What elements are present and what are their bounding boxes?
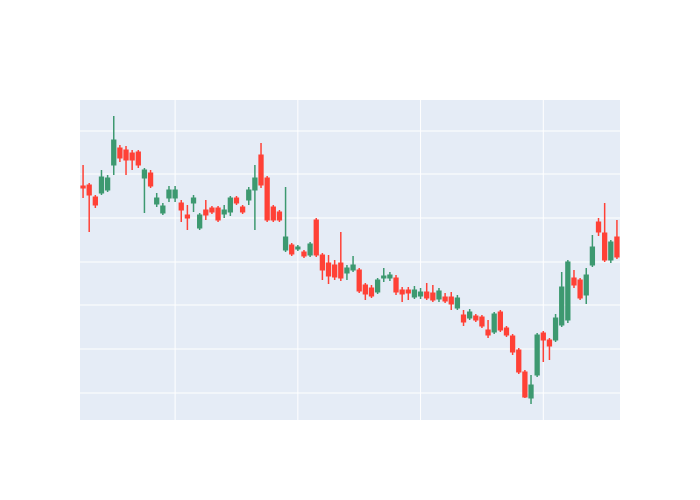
candle-body (172, 189, 178, 199)
candle-body (356, 269, 362, 292)
candle-body (270, 206, 276, 221)
candle-body (325, 262, 332, 277)
candle-body (276, 211, 283, 221)
candle-body (166, 189, 172, 199)
candle-body (264, 177, 270, 221)
candle-body (221, 209, 227, 215)
candle-body (417, 291, 424, 297)
candle-body (405, 289, 411, 294)
candle-body (608, 241, 614, 261)
candle-body (86, 184, 92, 196)
candle-body (301, 251, 307, 257)
candle-body (491, 313, 497, 333)
candle-body (111, 139, 117, 166)
candle-body (184, 214, 191, 219)
candle-body (147, 172, 154, 187)
candle-body (258, 154, 264, 186)
candle-body (289, 244, 295, 255)
candle-body (141, 169, 148, 179)
candle-body (393, 277, 399, 293)
candle-body (448, 296, 454, 305)
candle-body (227, 197, 233, 213)
candle-body (522, 371, 528, 398)
candle-body (595, 221, 602, 233)
candle-body (104, 177, 111, 191)
candle-body (374, 279, 381, 293)
candle-body (190, 197, 197, 204)
candle-body (577, 279, 583, 299)
candle-body (583, 274, 589, 296)
candle-body (295, 246, 301, 250)
candle-body (485, 329, 491, 336)
candle-body (454, 297, 461, 309)
candle-body (571, 277, 577, 286)
candle-body (178, 202, 184, 211)
candle-body (239, 206, 246, 213)
candle-body (135, 151, 141, 166)
candle-body (209, 207, 215, 213)
candle-body (442, 296, 448, 302)
candle-body (614, 236, 620, 258)
candle-body (559, 286, 565, 326)
candle-body (497, 311, 503, 331)
candle-body (540, 332, 546, 341)
candle-body (344, 267, 350, 274)
candle-body (387, 274, 393, 279)
candle-body (332, 264, 338, 278)
candle-body (565, 261, 571, 321)
candle-body (338, 262, 344, 279)
plot-area (80, 100, 620, 420)
candle-body (589, 246, 596, 266)
candle-body (602, 232, 608, 261)
candle-body (534, 334, 540, 376)
candle-body (528, 384, 534, 399)
candle-body (203, 209, 209, 216)
candle-body (117, 147, 123, 159)
candle-body (503, 327, 510, 336)
candle-body (411, 289, 418, 298)
candle-body (430, 292, 436, 301)
candle-body (92, 196, 98, 206)
candle-body (233, 197, 240, 204)
candle-body (473, 315, 479, 321)
candle-body (197, 214, 203, 229)
candle-body (381, 275, 387, 279)
candle-body (215, 207, 221, 221)
candle-body (313, 219, 319, 256)
candle-body (399, 289, 405, 295)
candle-body (80, 185, 86, 189)
candle-body (154, 197, 160, 205)
candle-body (516, 349, 522, 373)
candle-body (160, 205, 166, 214)
candle-body (129, 152, 135, 161)
candle-body (350, 264, 356, 271)
candle-body (252, 177, 258, 191)
candle-body (460, 314, 467, 323)
candle-body (362, 284, 368, 295)
candle-body (552, 317, 559, 341)
candle-body (368, 287, 375, 297)
candle-body (307, 243, 313, 256)
candle-body (467, 311, 473, 319)
candle-body (546, 339, 553, 347)
candle-body (436, 290, 442, 300)
candle-body (98, 176, 105, 194)
candle-body (282, 236, 289, 251)
candle-body (123, 149, 129, 161)
candle-body (424, 291, 430, 299)
candle-body (246, 189, 252, 201)
candle-body (319, 254, 326, 271)
candle-body (509, 335, 516, 353)
candle-body (479, 316, 485, 327)
